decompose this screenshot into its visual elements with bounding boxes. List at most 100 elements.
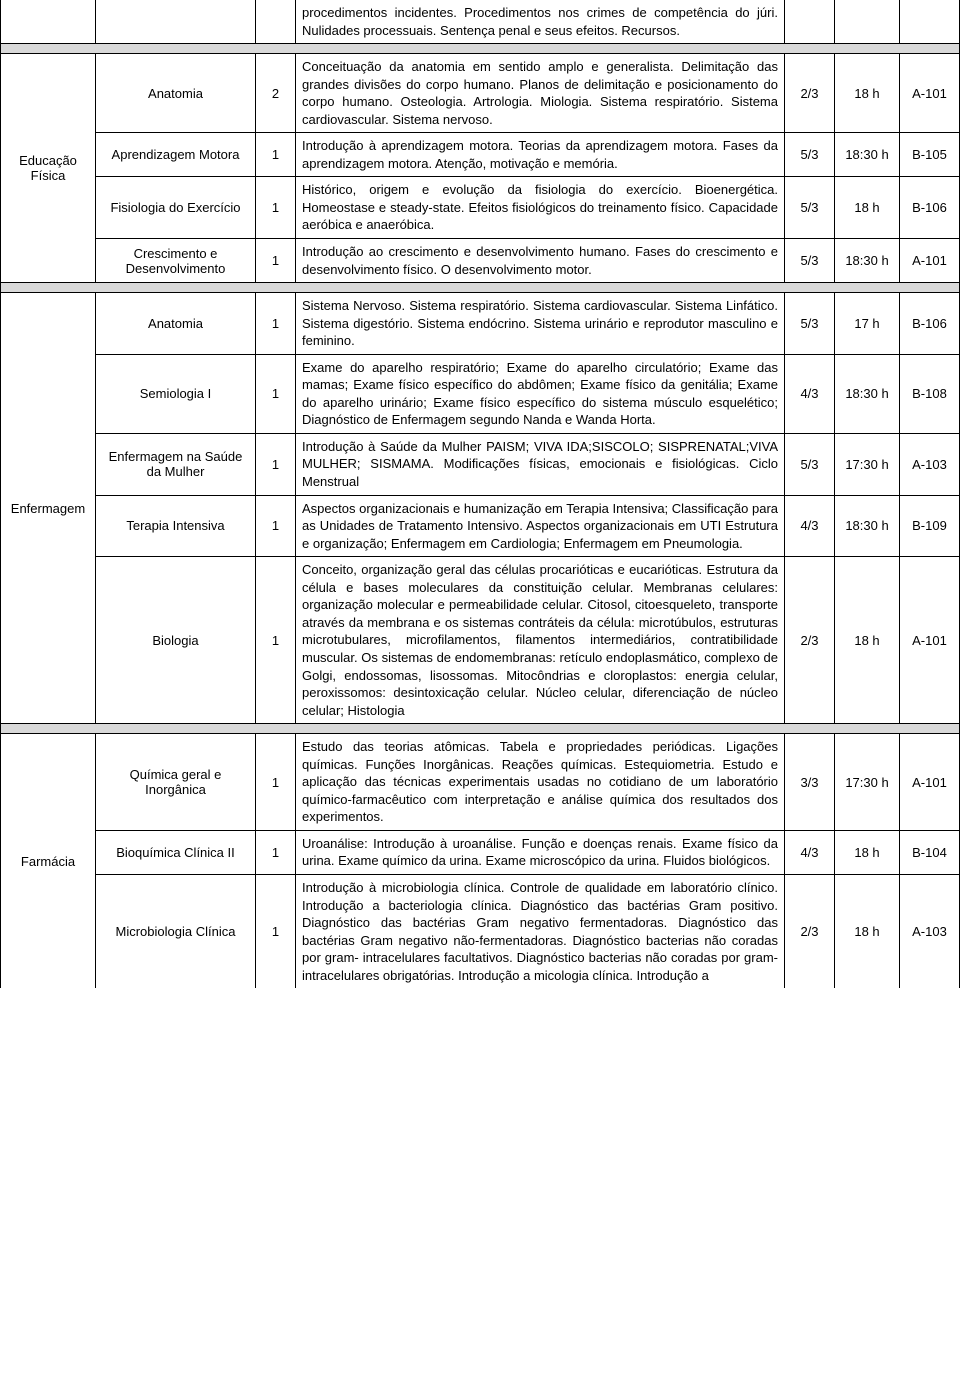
cell-time: 17:30 h bbox=[835, 433, 900, 495]
cell-subject: Terapia Intensiva bbox=[96, 495, 256, 557]
table-row: FarmáciaQuímica geral e Inorgânica1Estud… bbox=[1, 734, 960, 831]
course-table: procedimentos incidentes. Procedimentos … bbox=[0, 0, 960, 988]
cell-num: 1 bbox=[256, 177, 296, 239]
cell-desc: Introdução à Saúde da Mulher PAISM; VIVA… bbox=[296, 433, 785, 495]
cell-subject: Anatomia bbox=[96, 293, 256, 355]
table-row: Semiologia I1Exame do aparelho respirató… bbox=[1, 354, 960, 433]
cell-time: 18 h bbox=[835, 830, 900, 874]
section-separator bbox=[1, 44, 960, 54]
cell-desc: Aspectos organizacionais e humanização e… bbox=[296, 495, 785, 557]
cell-subject bbox=[96, 0, 256, 44]
cell-area: Farmácia bbox=[1, 734, 96, 989]
cell-subject: Aprendizagem Motora bbox=[96, 133, 256, 177]
cell-subject: Fisiologia do Exercício bbox=[96, 177, 256, 239]
cell-num: 1 bbox=[256, 495, 296, 557]
cell-num: 1 bbox=[256, 354, 296, 433]
cell-desc: procedimentos incidentes. Procedimentos … bbox=[296, 0, 785, 44]
cell-num: 2 bbox=[256, 54, 296, 133]
cell-time: 18 h bbox=[835, 177, 900, 239]
table-row: Biologia1Conceito, organização geral das… bbox=[1, 557, 960, 724]
cell-date: 4/3 bbox=[785, 830, 835, 874]
cell-date: 5/3 bbox=[785, 239, 835, 283]
cell-area: Educação Física bbox=[1, 54, 96, 283]
cell-subject: Biologia bbox=[96, 557, 256, 724]
cell-num: 1 bbox=[256, 830, 296, 874]
cell-desc: Histórico, origem e evolução da fisiolog… bbox=[296, 177, 785, 239]
cell-num: 1 bbox=[256, 133, 296, 177]
table-row: Crescimento e Desenvolvimento1Introdução… bbox=[1, 239, 960, 283]
cell-room: A-101 bbox=[900, 734, 960, 831]
cell-time: 18 h bbox=[835, 54, 900, 133]
cell-room: B-106 bbox=[900, 293, 960, 355]
cell-subject: Química geral e Inorgânica bbox=[96, 734, 256, 831]
cell-area: Enfermagem bbox=[1, 293, 96, 724]
cell-date: 3/3 bbox=[785, 734, 835, 831]
cell-date: 2/3 bbox=[785, 874, 835, 988]
cell-subject: Microbiologia Clínica bbox=[96, 874, 256, 988]
cell-num: 1 bbox=[256, 874, 296, 988]
separator-cell bbox=[1, 283, 960, 293]
cell-time: 18:30 h bbox=[835, 354, 900, 433]
cell-room: B-104 bbox=[900, 830, 960, 874]
cell-time: 18 h bbox=[835, 874, 900, 988]
separator-cell bbox=[1, 724, 960, 734]
cell-desc: Introdução à microbiologia clínica. Cont… bbox=[296, 874, 785, 988]
table-row: Bioquímica Clínica II1Uroanálise: Introd… bbox=[1, 830, 960, 874]
cell-date: 5/3 bbox=[785, 177, 835, 239]
cell-date: 5/3 bbox=[785, 293, 835, 355]
cell-room: A-101 bbox=[900, 54, 960, 133]
cell-time bbox=[835, 0, 900, 44]
cell-date: 2/3 bbox=[785, 54, 835, 133]
cell-num: 1 bbox=[256, 433, 296, 495]
cell-subject: Semiologia I bbox=[96, 354, 256, 433]
cell-room: A-101 bbox=[900, 557, 960, 724]
cell-room: A-103 bbox=[900, 433, 960, 495]
cell-time: 17 h bbox=[835, 293, 900, 355]
cell-date: 5/3 bbox=[785, 133, 835, 177]
cell-date: 4/3 bbox=[785, 354, 835, 433]
cell-room: B-105 bbox=[900, 133, 960, 177]
separator-cell bbox=[1, 44, 960, 54]
cell-num: 1 bbox=[256, 734, 296, 831]
cell-desc: Estudo das teorias atômicas. Tabela e pr… bbox=[296, 734, 785, 831]
cell-date: 5/3 bbox=[785, 433, 835, 495]
cell-time: 18 h bbox=[835, 557, 900, 724]
cell-desc: Exame do aparelho respiratório; Exame do… bbox=[296, 354, 785, 433]
cell-num bbox=[256, 0, 296, 44]
cell-room: A-103 bbox=[900, 874, 960, 988]
cell-time: 18:30 h bbox=[835, 133, 900, 177]
cell-subject: Anatomia bbox=[96, 54, 256, 133]
cell-time: 18:30 h bbox=[835, 239, 900, 283]
cell-area bbox=[1, 0, 96, 44]
cell-desc: Conceituação da anatomia em sentido ampl… bbox=[296, 54, 785, 133]
cell-room: A-101 bbox=[900, 239, 960, 283]
cell-desc: Introdução à aprendizagem motora. Teoria… bbox=[296, 133, 785, 177]
table-row: Educação FísicaAnatomia2Conceituação da … bbox=[1, 54, 960, 133]
cell-date bbox=[785, 0, 835, 44]
cell-room bbox=[900, 0, 960, 44]
table-row: Terapia Intensiva1Aspectos organizaciona… bbox=[1, 495, 960, 557]
cell-num: 1 bbox=[256, 239, 296, 283]
cell-subject: Crescimento e Desenvolvimento bbox=[96, 239, 256, 283]
cell-time: 18:30 h bbox=[835, 495, 900, 557]
cell-desc: Conceito, organização geral das células … bbox=[296, 557, 785, 724]
table-row: EnfermagemAnatomia1Sistema Nervoso. Sist… bbox=[1, 293, 960, 355]
cell-room: B-108 bbox=[900, 354, 960, 433]
cell-num: 1 bbox=[256, 557, 296, 724]
cell-desc: Uroanálise: Introdução à uroanálise. Fun… bbox=[296, 830, 785, 874]
table-row: Microbiologia Clínica1Introdução à micro… bbox=[1, 874, 960, 988]
section-separator bbox=[1, 724, 960, 734]
cell-desc: Sistema Nervoso. Sistema respiratório. S… bbox=[296, 293, 785, 355]
cell-room: B-106 bbox=[900, 177, 960, 239]
cell-subject: Enfermagem na Saúde da Mulher bbox=[96, 433, 256, 495]
cell-num: 1 bbox=[256, 293, 296, 355]
cell-room: B-109 bbox=[900, 495, 960, 557]
cell-time: 17:30 h bbox=[835, 734, 900, 831]
table-row: Aprendizagem Motora1Introdução à aprendi… bbox=[1, 133, 960, 177]
table-row: Fisiologia do Exercício1Histórico, orige… bbox=[1, 177, 960, 239]
table-row-partial: procedimentos incidentes. Procedimentos … bbox=[1, 0, 960, 44]
cell-desc: Introdução ao crescimento e desenvolvime… bbox=[296, 239, 785, 283]
cell-subject: Bioquímica Clínica II bbox=[96, 830, 256, 874]
cell-date: 4/3 bbox=[785, 495, 835, 557]
cell-date: 2/3 bbox=[785, 557, 835, 724]
